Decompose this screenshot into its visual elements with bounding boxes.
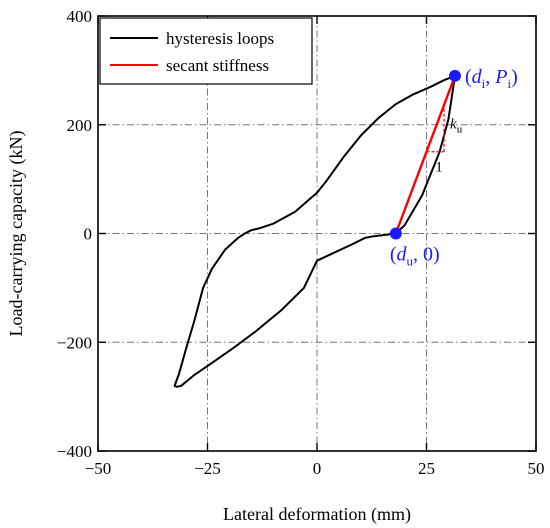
unload-label-open: ( (390, 244, 397, 266)
peak-point-label: (di, Pi) (465, 66, 518, 91)
slope-k-label: ku (450, 116, 463, 135)
slope-k-symbol: k (450, 116, 457, 132)
series-line-hysteresis (173, 74, 456, 388)
plot-frame (97, 15, 537, 452)
x-tick-label: −50 (85, 459, 112, 478)
unload-label-d: d (397, 244, 408, 266)
axis-ticks: −50 −25 0 25 50 −400 −200 0 200 400 (57, 7, 545, 478)
series-line-secant (394, 74, 457, 235)
x-tick-label: −25 (194, 459, 221, 478)
series-group (173, 74, 457, 388)
y-tick-label: −200 (57, 333, 92, 352)
slope-k-sub: u (457, 123, 463, 135)
unload-label-zero: 0 (423, 244, 433, 266)
marker-group (389, 69, 461, 240)
peak-label-d-sub: i (482, 76, 486, 91)
legend-label-secant: secant stiffness (166, 56, 269, 75)
x-axis-title: Lateral deformation (mm) (223, 504, 411, 525)
unload-point-label: (du, 0) (390, 244, 440, 269)
y-tick-label: −400 (57, 442, 92, 461)
y-tick-label: 0 (84, 225, 93, 244)
x-tick-label: 25 (418, 459, 435, 478)
peak-label-close: ) (511, 66, 518, 88)
peak-label-open: ( (465, 66, 472, 88)
legend: hysteresis loops secant stiffness (99, 17, 313, 85)
unload-label-sep: , (413, 244, 423, 266)
y-tick-label: 400 (67, 7, 93, 26)
slope-triangle (426, 105, 445, 153)
legend-label-hysteresis: hysteresis loops (166, 29, 274, 48)
peak-label-p-sub: i (507, 76, 511, 91)
peak-label-sep: , (485, 66, 495, 88)
peak-label-p: P (494, 66, 507, 88)
unload-marker (389, 227, 402, 240)
x-tick-label: 50 (528, 459, 545, 478)
peak-marker (448, 69, 461, 82)
unload-label-close: ) (433, 244, 440, 266)
slope-run-label: 1 (435, 160, 443, 176)
y-tick-label: 200 (67, 116, 93, 135)
legend-box (99, 17, 313, 85)
peak-label-d: d (472, 66, 483, 88)
x-tick-label: 0 (313, 459, 322, 478)
y-axis-title: Load-carrying capacity (kN) (6, 131, 27, 337)
unload-label-d-sub: u (407, 254, 414, 269)
